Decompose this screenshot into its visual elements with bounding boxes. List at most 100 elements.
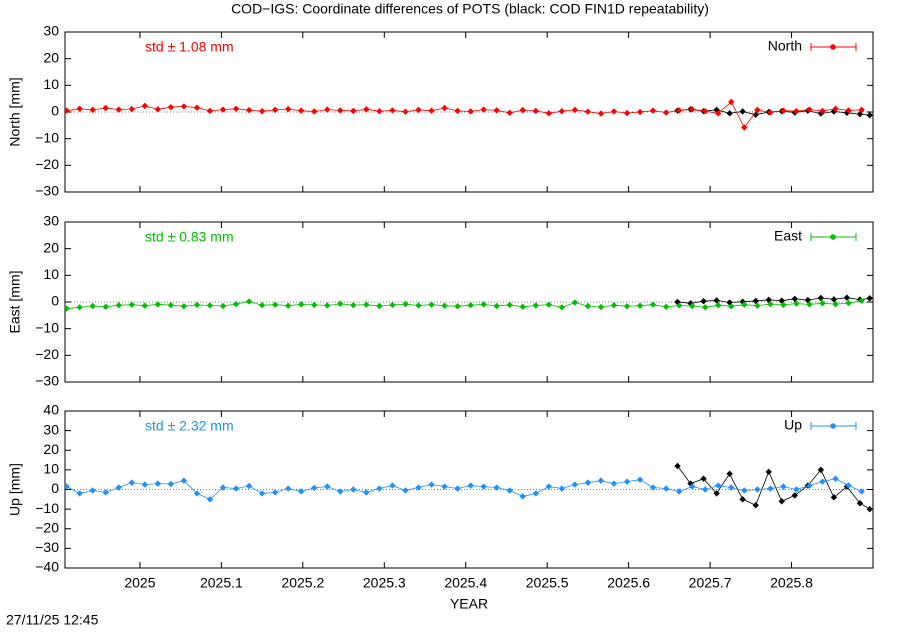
data-point: [791, 492, 799, 499]
data-point: [65, 483, 70, 490]
data-point: [65, 305, 70, 312]
data-point: [167, 302, 175, 309]
data-point: [767, 109, 774, 116]
data-point: [610, 108, 618, 115]
data-point: [765, 468, 772, 476]
data-point: [793, 486, 800, 493]
data-point: [636, 476, 644, 483]
data-point: [154, 106, 162, 113]
data-point: [597, 110, 605, 117]
data-point: [739, 108, 746, 115]
data-point: [739, 298, 746, 305]
data-point: [89, 487, 96, 494]
data-point: [128, 301, 135, 308]
y-tick-label: 0: [51, 103, 59, 119]
data-point: [128, 105, 135, 113]
data-point: [65, 107, 70, 114]
data-point: [832, 300, 839, 308]
data-point: [232, 300, 240, 308]
data-point: [245, 482, 253, 490]
y-tick-label: −20: [35, 519, 59, 535]
x-tick-label: 2025.1: [200, 575, 243, 591]
data-point: [480, 106, 487, 113]
data-point: [610, 302, 618, 309]
data-point: [376, 108, 383, 115]
data-point: [584, 479, 592, 486]
data-point: [728, 484, 735, 491]
data-point: [193, 301, 201, 309]
data-point: [830, 296, 838, 303]
data-point: [715, 110, 722, 117]
data-point: [804, 296, 812, 304]
data-point: [284, 485, 292, 492]
x-tick-label: 2025.7: [689, 575, 732, 591]
y-tick-label: 40: [43, 402, 59, 418]
data-point: [167, 104, 175, 111]
y-tick-label: 0: [51, 480, 59, 496]
series-line: [677, 297, 870, 304]
data-point: [284, 302, 292, 309]
y-tick-label: −10: [35, 500, 59, 516]
data-point: [441, 104, 448, 112]
data-point: [662, 485, 670, 492]
data-point: [832, 105, 839, 112]
data-point: [817, 466, 825, 474]
data-point: [778, 498, 785, 505]
y-tick-label: −30: [35, 183, 59, 199]
data-point: [141, 302, 149, 309]
data-point: [843, 109, 851, 116]
data-point: [141, 102, 149, 110]
annotation: std ± 0.83 mm: [145, 229, 234, 245]
data-point: [415, 302, 422, 309]
data-point: [324, 302, 331, 309]
data-point: [402, 108, 409, 115]
x-axis-label: YEAR: [450, 596, 488, 612]
data-point: [219, 106, 227, 113]
data-point: [154, 301, 162, 308]
data-point: [115, 106, 122, 113]
data-point: [206, 107, 214, 115]
data-point: [415, 106, 422, 114]
data-point: [454, 303, 461, 310]
data-point: [780, 107, 787, 114]
data-point: [324, 483, 331, 490]
y-tick-label: −30: [35, 373, 59, 389]
data-point: [102, 303, 109, 310]
data-point: [532, 302, 539, 309]
data-point: [545, 483, 553, 490]
data-point: [467, 302, 474, 309]
y-tick-label: 30: [43, 213, 59, 229]
y-tick-label: 20: [43, 49, 59, 65]
data-point: [311, 301, 318, 309]
y-tick-label: −20: [35, 156, 59, 172]
data-point: [767, 300, 774, 308]
data-point: [232, 105, 240, 112]
data-point: [597, 303, 605, 311]
data-point: [597, 477, 605, 484]
data-point: [843, 294, 851, 301]
data-point: [506, 109, 513, 116]
data-point: [702, 304, 709, 311]
annotation: std ± 2.32 mm: [145, 418, 234, 434]
data-point: [856, 110, 864, 118]
data-point: [623, 303, 631, 310]
data-point: [830, 108, 838, 115]
data-point: [754, 106, 761, 114]
data-point: [819, 300, 826, 307]
data-point: [649, 301, 657, 308]
data-point: [180, 303, 188, 310]
annotation: std ± 1.08 mm: [145, 39, 234, 55]
data-point: [715, 482, 722, 489]
data-point: [688, 483, 696, 490]
data-point: [76, 490, 83, 497]
data-point: [752, 297, 759, 305]
data-point: [128, 479, 135, 486]
y-axis-label: East [mm]: [7, 270, 23, 333]
plot-area: [65, 294, 873, 312]
data-point: [728, 303, 735, 310]
data-point: [337, 300, 344, 308]
legend-label: Up: [784, 417, 802, 433]
data-point: [532, 107, 539, 115]
data-point: [780, 301, 787, 309]
